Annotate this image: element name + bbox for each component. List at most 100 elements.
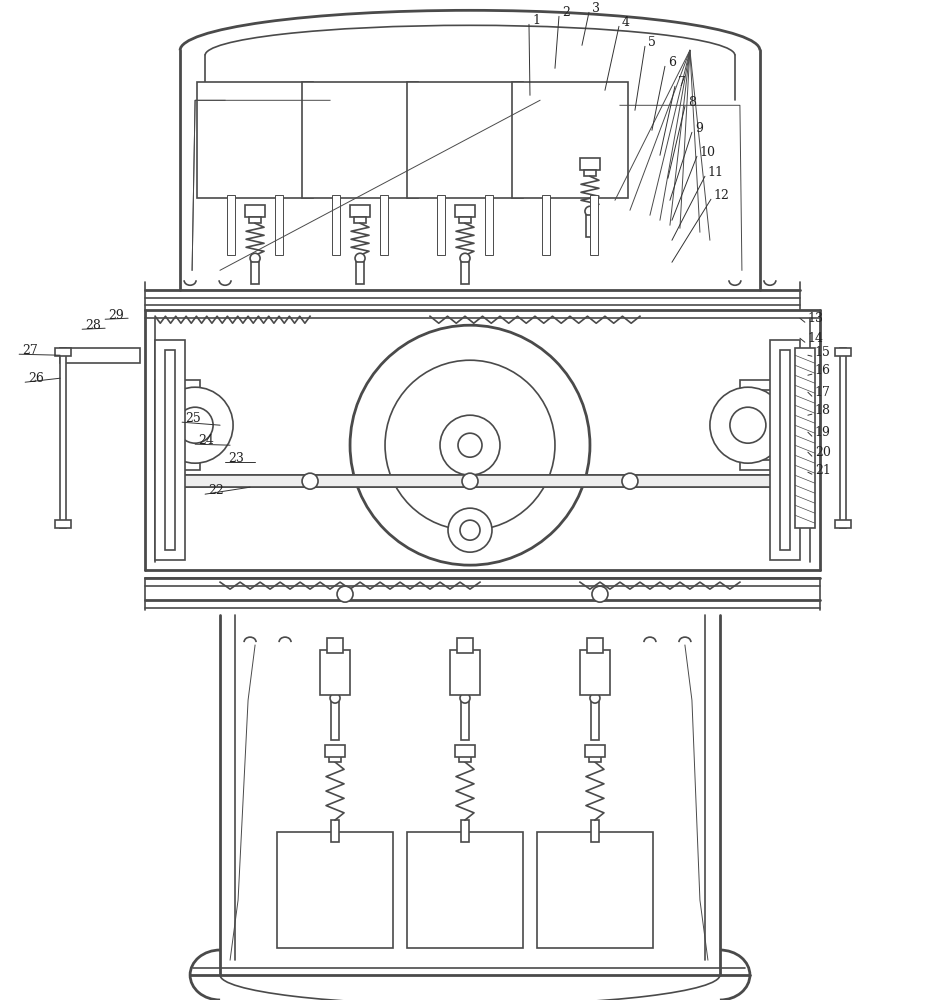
Circle shape xyxy=(157,387,233,463)
Bar xyxy=(485,195,493,255)
Bar xyxy=(61,348,66,528)
Bar xyxy=(591,820,599,842)
Bar xyxy=(166,475,790,487)
Bar xyxy=(780,350,790,550)
Text: 10: 10 xyxy=(700,146,716,159)
Bar xyxy=(587,638,603,653)
Bar xyxy=(331,820,339,842)
Text: 20: 20 xyxy=(815,446,831,459)
Circle shape xyxy=(385,360,555,530)
Text: 4: 4 xyxy=(622,16,630,29)
Bar xyxy=(455,745,475,757)
Text: 18: 18 xyxy=(815,404,831,417)
Text: 17: 17 xyxy=(815,386,831,399)
Bar xyxy=(512,82,628,198)
Circle shape xyxy=(585,206,595,216)
Bar xyxy=(277,832,393,948)
Circle shape xyxy=(592,586,608,602)
Circle shape xyxy=(203,88,307,192)
Bar xyxy=(329,753,342,762)
Bar xyxy=(245,205,265,217)
Bar xyxy=(840,348,846,528)
Bar xyxy=(61,348,140,363)
Circle shape xyxy=(548,118,592,162)
Bar xyxy=(450,650,480,695)
Bar xyxy=(459,753,471,762)
Circle shape xyxy=(590,693,600,703)
Text: 26: 26 xyxy=(28,372,44,385)
Text: 9: 9 xyxy=(695,122,703,135)
Circle shape xyxy=(443,118,487,162)
Bar xyxy=(166,350,175,550)
Text: 3: 3 xyxy=(592,2,600,15)
Bar xyxy=(461,262,469,284)
Bar xyxy=(835,520,850,528)
Circle shape xyxy=(338,118,382,162)
Bar xyxy=(407,832,523,948)
Bar xyxy=(356,262,364,284)
Bar xyxy=(586,215,594,237)
Text: 6: 6 xyxy=(668,56,676,69)
Text: 22: 22 xyxy=(208,484,224,497)
Text: 29: 29 xyxy=(108,309,124,322)
Bar xyxy=(407,82,523,198)
Circle shape xyxy=(730,407,766,443)
Text: 14: 14 xyxy=(808,332,824,345)
Circle shape xyxy=(460,253,470,263)
Circle shape xyxy=(440,415,500,475)
Bar xyxy=(251,262,259,284)
Circle shape xyxy=(330,693,340,703)
Circle shape xyxy=(413,88,517,192)
Bar xyxy=(197,82,313,198)
Bar xyxy=(55,520,71,528)
Text: 23: 23 xyxy=(228,452,244,465)
Text: 11: 11 xyxy=(708,166,724,179)
Circle shape xyxy=(460,693,470,703)
Bar xyxy=(166,475,795,487)
Bar xyxy=(275,195,283,255)
Bar xyxy=(457,638,473,653)
Circle shape xyxy=(355,253,365,263)
Bar xyxy=(331,700,339,740)
Bar xyxy=(590,195,598,255)
Bar xyxy=(835,348,850,356)
Circle shape xyxy=(462,473,478,489)
Bar xyxy=(249,217,261,223)
Bar xyxy=(325,745,345,757)
Circle shape xyxy=(413,838,517,942)
Circle shape xyxy=(710,387,786,463)
Text: 7: 7 xyxy=(678,76,686,89)
Circle shape xyxy=(518,88,622,192)
Circle shape xyxy=(460,520,480,540)
Bar xyxy=(461,700,469,740)
Text: 21: 21 xyxy=(815,464,831,477)
Circle shape xyxy=(283,838,387,942)
Circle shape xyxy=(350,325,590,565)
Bar xyxy=(155,340,185,560)
Circle shape xyxy=(622,473,638,489)
Bar xyxy=(580,158,600,170)
Circle shape xyxy=(573,868,617,912)
Circle shape xyxy=(443,868,487,912)
Bar xyxy=(166,390,190,460)
Circle shape xyxy=(458,433,482,457)
Bar xyxy=(591,700,599,740)
Text: 16: 16 xyxy=(815,364,831,377)
Text: 24: 24 xyxy=(198,434,214,447)
Text: 25: 25 xyxy=(185,412,201,425)
Bar xyxy=(580,650,610,695)
Bar xyxy=(350,205,370,217)
Circle shape xyxy=(448,508,492,552)
Bar xyxy=(437,195,445,255)
Circle shape xyxy=(233,118,277,162)
Bar xyxy=(740,380,785,470)
Circle shape xyxy=(302,473,318,489)
Bar xyxy=(589,753,601,762)
Text: 1: 1 xyxy=(532,14,540,27)
Bar xyxy=(155,380,201,470)
Bar xyxy=(302,82,418,198)
Text: 28: 28 xyxy=(85,319,101,332)
Text: 5: 5 xyxy=(648,36,656,49)
Circle shape xyxy=(337,586,353,602)
Circle shape xyxy=(250,253,260,263)
